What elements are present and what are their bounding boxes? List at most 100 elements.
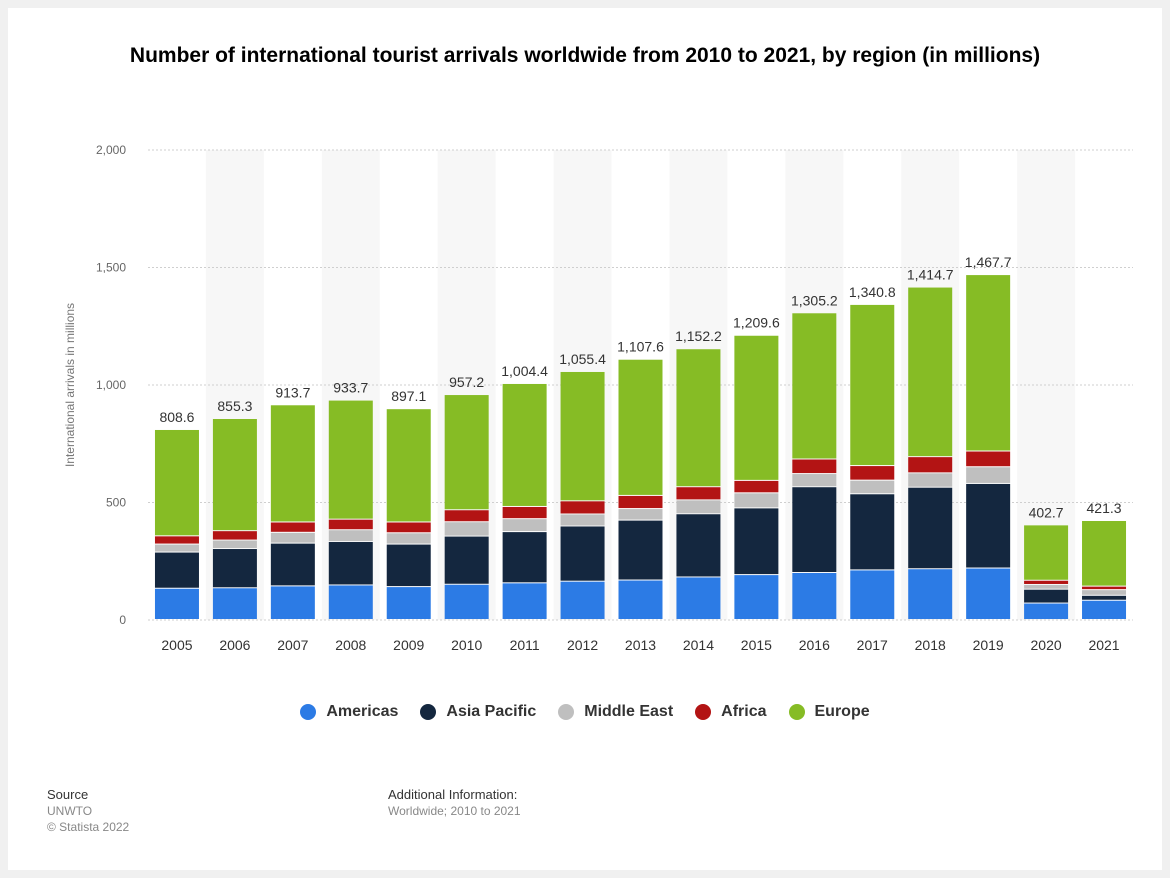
x-tick-label: 2013 bbox=[625, 637, 656, 653]
bar-segment-asia-pacific bbox=[1082, 595, 1127, 600]
total-data-label: 421.3 bbox=[1087, 500, 1122, 516]
bar-segment-asia-pacific bbox=[734, 508, 779, 575]
bar-segment-americas bbox=[908, 569, 953, 619]
legend-dot-asia-pacific bbox=[420, 704, 437, 720]
bar-segment-middle-east bbox=[966, 467, 1011, 483]
legend-label-middle-east: Middle East bbox=[584, 703, 674, 720]
bar-segment-africa bbox=[270, 522, 315, 532]
total-data-label: 808.6 bbox=[159, 409, 194, 425]
bar-segment-americas bbox=[270, 586, 315, 619]
bar-segment-europe bbox=[444, 395, 489, 510]
bar-segment-europe bbox=[966, 275, 1011, 451]
legend-label-asia-pacific: Asia Pacific bbox=[446, 703, 537, 720]
bar-segment-middle-east bbox=[212, 540, 257, 549]
bar-segment-americas bbox=[966, 568, 1011, 619]
source-name[interactable]: UNWTO bbox=[47, 804, 93, 818]
bar-segment-americas bbox=[154, 588, 199, 619]
stacked-bar-chart: 0 500 1,000 1,500 2,000 International arrival… bbox=[63, 143, 1133, 653]
y-tick-label: 2,000 bbox=[96, 143, 126, 157]
legend-dot-middle-east bbox=[558, 704, 575, 720]
x-tick-label: 2012 bbox=[567, 637, 598, 653]
bar-segment-asia-pacific bbox=[270, 543, 315, 586]
legend-item-africa[interactable]: Africa bbox=[695, 703, 767, 721]
bar-segment-asia-pacific bbox=[966, 483, 1011, 568]
bar-segment-africa bbox=[444, 510, 489, 522]
bar-segment-americas bbox=[1082, 600, 1127, 619]
bar-segment-middle-east bbox=[792, 474, 837, 487]
bar-segment-asia-pacific bbox=[792, 487, 837, 572]
bar-segment-middle-east bbox=[444, 522, 489, 536]
bar-segment-middle-east bbox=[154, 544, 199, 552]
x-tick-label: 2015 bbox=[741, 637, 772, 653]
bar-segment-europe bbox=[908, 287, 953, 457]
total-data-label: 1,152.2 bbox=[675, 328, 722, 344]
bar-segment-americas bbox=[850, 570, 895, 619]
total-data-label: 1,055.4 bbox=[559, 351, 606, 367]
chart-title: Number of international tourist arrivals… bbox=[129, 44, 1041, 67]
bar-segment-africa bbox=[328, 519, 373, 530]
bar-segment-americas bbox=[386, 587, 431, 619]
total-data-label: 1,467.7 bbox=[965, 254, 1012, 270]
bar-segment-africa bbox=[734, 480, 779, 493]
bar-segment-asia-pacific bbox=[386, 544, 431, 587]
legend-label-americas: Americas bbox=[326, 703, 399, 720]
bar-segment-africa bbox=[618, 495, 663, 509]
bar-segment-africa bbox=[212, 531, 257, 540]
bar-segment-africa bbox=[676, 487, 721, 500]
bar-segment-middle-east bbox=[560, 514, 605, 526]
total-data-label: 855.3 bbox=[217, 398, 252, 414]
x-tick-label: 2016 bbox=[799, 637, 830, 653]
bar-segment-europe bbox=[386, 409, 431, 522]
x-tick-label: 2006 bbox=[219, 637, 250, 653]
bar-segment-americas bbox=[560, 581, 605, 619]
bar-segment-asia-pacific bbox=[908, 487, 953, 569]
x-tick-label: 2005 bbox=[161, 637, 192, 653]
additional-info-heading[interactable]: Additional Information: bbox=[388, 787, 518, 802]
additional-info-text: Worldwide; 2010 to 2021 bbox=[388, 804, 521, 818]
bar-segment-americas bbox=[212, 588, 257, 619]
bar-segment-middle-east bbox=[1024, 584, 1069, 589]
bar-segment-asia-pacific bbox=[850, 494, 895, 570]
bar-segment-europe bbox=[154, 429, 199, 536]
bar-segment-middle-east bbox=[676, 500, 721, 514]
bar-segment-europe bbox=[1082, 520, 1127, 586]
bar-segment-asia-pacific bbox=[502, 532, 547, 583]
footer-source: Source UNWTO © Statista 2022 bbox=[47, 787, 129, 835]
bar-segment-africa bbox=[966, 451, 1011, 467]
bar-segment-asia-pacific bbox=[212, 549, 257, 588]
bar-segment-africa bbox=[502, 506, 547, 519]
x-tick-label: 2020 bbox=[1031, 637, 1062, 653]
bar-segment-middle-east bbox=[734, 493, 779, 508]
bar-segment-americas bbox=[1024, 603, 1069, 619]
x-tick-label: 2017 bbox=[857, 637, 888, 653]
legend-item-middle-east[interactable]: Middle East bbox=[558, 703, 673, 721]
bar-segment-africa bbox=[154, 536, 199, 544]
legend-item-asia-pacific[interactable]: Asia Pacific bbox=[420, 703, 536, 721]
bar-segment-americas bbox=[676, 577, 721, 619]
legend-item-americas[interactable]: Americas bbox=[300, 703, 398, 721]
bar-segment-middle-east bbox=[328, 530, 373, 541]
column-band bbox=[321, 150, 380, 620]
bar-segment-europe bbox=[676, 349, 721, 487]
chart-legend: Americas Asia Pacific Middle East Africa… bbox=[0, 703, 1170, 721]
bar-segment-americas bbox=[792, 573, 837, 619]
bar-segment-europe bbox=[792, 313, 837, 459]
y-tick-label: 500 bbox=[106, 496, 126, 510]
legend-dot-americas bbox=[300, 704, 317, 720]
bar-segment-middle-east bbox=[270, 532, 315, 543]
bar-segment-europe bbox=[502, 383, 547, 506]
bar-segment-asia-pacific bbox=[1024, 589, 1069, 603]
bar-segment-middle-east bbox=[386, 533, 431, 544]
x-tick-label: 2009 bbox=[393, 637, 424, 653]
bar-segment-americas bbox=[444, 584, 489, 619]
source-heading: Source bbox=[47, 787, 89, 802]
bar-segment-africa bbox=[1024, 580, 1069, 584]
copyright-text: © Statista 2022 bbox=[47, 820, 130, 834]
bar-segment-europe bbox=[1024, 525, 1069, 580]
total-data-label: 957.2 bbox=[449, 374, 484, 390]
bar-segment-middle-east bbox=[850, 480, 895, 494]
x-tick-label: 2010 bbox=[451, 637, 482, 653]
legend-label-africa: Africa bbox=[721, 703, 767, 720]
total-data-label: 1,209.6 bbox=[733, 315, 780, 331]
legend-item-europe[interactable]: Europe bbox=[788, 703, 870, 721]
